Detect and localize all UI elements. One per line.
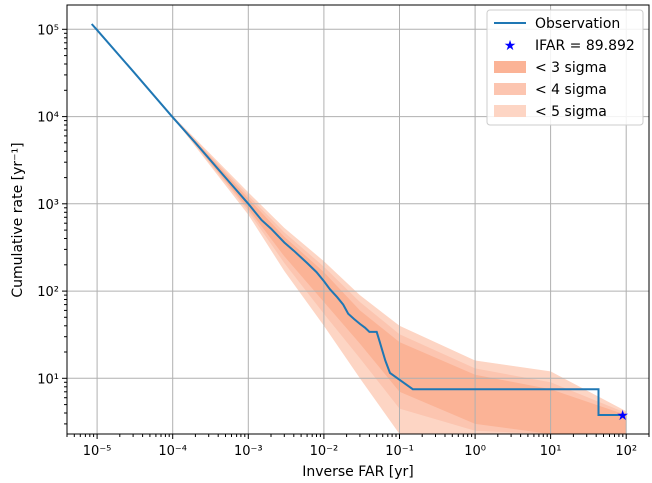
legend-patch-swatch <box>494 61 526 73</box>
band-4-sigma <box>91 24 627 434</box>
legend-label: IFAR = 89.892 <box>535 38 635 54</box>
legend-item: < 4 sigma <box>494 82 607 98</box>
series-observation-line <box>90 23 623 416</box>
x-tick-label: 10⁻¹ <box>385 444 414 459</box>
x-tick-label: 10⁻³ <box>234 444 263 459</box>
x-tick-label: 10⁻⁵ <box>83 444 112 459</box>
x-tick-label: 10² <box>615 444 637 459</box>
x-tick-label: 10⁻² <box>310 444 339 459</box>
x-tick-label: 10⁰ <box>464 444 486 459</box>
confidence-bands <box>91 24 627 434</box>
legend-frame <box>486 9 644 126</box>
y-tick-label: 10¹ <box>37 372 59 387</box>
grid <box>67 5 649 434</box>
x-tick-label: 10⁻⁴ <box>158 444 187 459</box>
legend-star-icon: ★ <box>504 38 517 54</box>
legend-item: < 3 sigma <box>494 60 607 76</box>
ticks: 10⁻⁵ 10⁻⁴ 10⁻³ 10⁻² 10⁻¹ 10⁰ 10¹ 10² 10¹ 10² 10³ 10… <box>37 23 650 459</box>
y-tick-label: 10⁵ <box>37 23 59 38</box>
y-axis-label: Cumulative rate [yr⁻¹] <box>10 142 26 297</box>
y-tick-label: 10⁴ <box>37 111 59 126</box>
legend-patch-swatch <box>494 83 526 95</box>
legend-patch-swatch <box>494 105 526 117</box>
ifar-star-marker: ★ <box>616 408 629 424</box>
legend-label: Observation <box>535 16 620 32</box>
legend-label: < 5 sigma <box>535 104 607 120</box>
x-axis-label: Inverse FAR [yr] <box>302 464 414 480</box>
y-tick-label: 10³ <box>37 198 59 213</box>
legend-item: < 5 sigma <box>494 104 607 120</box>
legend-item: ★ IFAR = 89.892 <box>504 38 635 54</box>
x-tick-label: 10¹ <box>540 444 562 459</box>
legend-item: Observation <box>494 16 620 32</box>
legend-label: < 3 sigma <box>535 60 607 76</box>
legend: Observation ★ IFAR = 89.892 < 3 sigma < 4 si… <box>486 9 644 126</box>
legend-label: < 4 sigma <box>535 82 607 98</box>
y-tick-label: 10² <box>37 285 59 300</box>
series-layer: ★ <box>90 23 629 424</box>
plot-frame <box>66 4 650 435</box>
